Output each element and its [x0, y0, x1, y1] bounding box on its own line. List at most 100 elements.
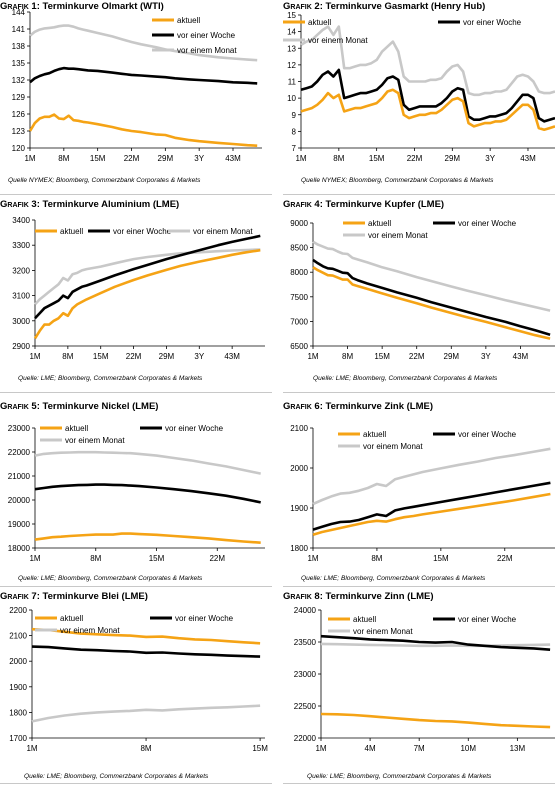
divider [0, 783, 272, 784]
y-tick-label: 120 [12, 144, 26, 153]
figure-title-text: : Terminkurve Zink (LME) [319, 401, 434, 412]
divider [283, 586, 555, 587]
series-line-aktuell [312, 266, 551, 340]
series-line-monat [312, 240, 551, 312]
series-line-aktuell [300, 88, 555, 131]
x-tick-label: 1M [315, 744, 326, 753]
y-tick-label: 10 [287, 94, 296, 103]
series-line-monat [320, 642, 551, 648]
legend-label-monat: vor einem Monat [193, 227, 253, 236]
legend-label-woche: vor einer Woche [463, 18, 522, 27]
y-tick-label: 3100 [12, 292, 30, 301]
legend-label-aktuell: aktuell [308, 18, 331, 27]
chart-panel-4: Grafik 4: Terminkurve Kupfer (LME) 6500 7… [283, 198, 555, 394]
y-tick-label: 14 [287, 28, 296, 37]
y-tick-label: 1800 [290, 544, 308, 553]
y-tick-label: 19000 [8, 520, 31, 529]
legend-label-monat: vor einem Monat [65, 436, 125, 445]
y-tick-label: 12 [287, 61, 296, 70]
chart-panel-5: Grafik 5: Terminkurve Nickel (LME) 18000… [0, 400, 272, 596]
y-tick-label: 8 [292, 127, 297, 136]
y-tick-label: 2000 [290, 464, 308, 473]
chart-panel-7: Grafik 7: Terminkurve Blei (LME) 1700 180… [0, 590, 272, 786]
x-tick-label: 15M [93, 352, 109, 361]
line-chart: 18000 19000 20000 21000 22000 23000 1M 8M 15M 22M… [8, 424, 265, 563]
legend-label-aktuell: aktuell [353, 615, 376, 624]
y-tick-label: 2000 [9, 657, 27, 666]
y-tick-label: 2100 [290, 424, 308, 433]
series-line-aktuell [28, 113, 258, 147]
x-tick-label: 29M [158, 154, 174, 163]
divider [283, 194, 555, 195]
series-line-aktuell [320, 712, 551, 729]
y-tick-label: 1700 [9, 734, 27, 743]
y-tick-label: 2200 [9, 606, 27, 615]
series-line-woche [312, 481, 551, 531]
line-chart: 22000 22500 23000 23500 24000 1M 4M 7M 10M 13M akt… [294, 606, 555, 753]
y-tick-label: 1800 [9, 708, 27, 717]
x-tick-label: 4M [365, 744, 376, 753]
y-tick-label: 22000 [8, 448, 31, 457]
series-line-monat [34, 450, 261, 475]
x-tick-label: 8M [342, 352, 353, 361]
series-line-aktuell [31, 627, 261, 645]
x-tick-label: 43M [520, 154, 536, 163]
x-tick-label: 29M [444, 352, 460, 361]
line-chart: 1800 1900 2000 2100 1M 8M 15M 22M aktuell vor ein… [290, 424, 555, 563]
line-chart: 2900 3000 3100 3200 3300 3400 1M 8M 15M 22M 29M 3Y 4… [12, 216, 265, 361]
y-tick-label: 7 [292, 144, 297, 153]
legend-label-monat: vor einem Monat [308, 36, 368, 45]
series-line-aktuell [33, 248, 261, 340]
figure-title-text: : Terminkurve Kupfer (LME) [319, 199, 445, 210]
divider [283, 392, 555, 393]
figure-label: Grafik 8 [283, 591, 320, 602]
figure-title-text: : Terminkurve Nickel (LME) [36, 401, 159, 412]
series-line-woche [312, 258, 551, 336]
legend-label-monat: vor einem Monat [368, 231, 428, 240]
line-chart: 6500 7000 7500 8000 8500 9000 1M 8M 15M 22M 29M 3Y 4… [290, 219, 555, 361]
x-tick-label: 22M [497, 554, 513, 563]
x-tick-label: 22M [407, 154, 423, 163]
series-line-aktuell [312, 492, 551, 537]
y-tick-label: 3300 [12, 241, 30, 250]
legend-label-monat: vor einem Monat [60, 626, 120, 635]
series-line-monat [300, 25, 555, 97]
legend-label-woche: vor einer Woche [458, 430, 517, 439]
series-line-aktuell [34, 532, 261, 544]
divider [0, 392, 272, 393]
y-tick-label: 8000 [290, 268, 308, 277]
source-note: Quelle: LME; Bloomberg, Commerzbank Corp… [18, 575, 203, 582]
y-tick-label: 23000 [294, 670, 317, 679]
source-note: Quelle NYMEX; Bloomberg, Commerzbank Cor… [301, 177, 494, 184]
x-tick-label: 15M [433, 554, 449, 563]
series-line-woche [300, 68, 555, 123]
x-tick-label: 3Y [481, 352, 491, 361]
y-tick-label: 2100 [9, 632, 27, 641]
x-tick-label: 3Y [194, 154, 204, 163]
x-tick-label: 1M [307, 554, 318, 563]
chart-panel-3: Grafik 3: Terminkurve Aluminium (LME) 29… [0, 198, 272, 394]
figure-label: Grafik 7 [0, 591, 37, 602]
x-tick-label: 1M [26, 744, 37, 753]
x-tick-label: 13M [510, 744, 526, 753]
y-tick-label: 141 [12, 25, 26, 34]
chart-title: Grafik 4: Terminkurve Kupfer (LME) [283, 198, 555, 211]
x-tick-label: 29M [445, 154, 461, 163]
source-note: Quelle: LME; Bloomberg, Commerzbank Corp… [301, 575, 486, 582]
chart-title: Grafik 2: Terminkurve Gasmarkt (Henry Hu… [283, 0, 555, 13]
x-tick-label: 8M [140, 744, 151, 753]
y-tick-label: 7000 [290, 317, 308, 326]
figure-label: Grafik 5 [0, 401, 37, 412]
y-tick-label: 135 [12, 59, 26, 68]
y-tick-label: 24000 [294, 606, 317, 615]
x-tick-label: 8M [90, 554, 101, 563]
chart-panel-2: Grafik 2: Terminkurve Gasmarkt (Henry Hu… [283, 0, 555, 196]
x-tick-label: 1M [295, 154, 306, 163]
legend-label-woche: vor einer Woche [113, 227, 172, 236]
y-tick-label: 23000 [8, 424, 31, 433]
legend-label-aktuell: aktuell [368, 219, 391, 228]
y-tick-label: 8500 [290, 244, 308, 253]
series-line-woche [34, 483, 261, 504]
source-note: Quelle: LME; Bloomberg, Commerzbank Corp… [18, 375, 203, 382]
x-tick-label: 43M [224, 352, 240, 361]
